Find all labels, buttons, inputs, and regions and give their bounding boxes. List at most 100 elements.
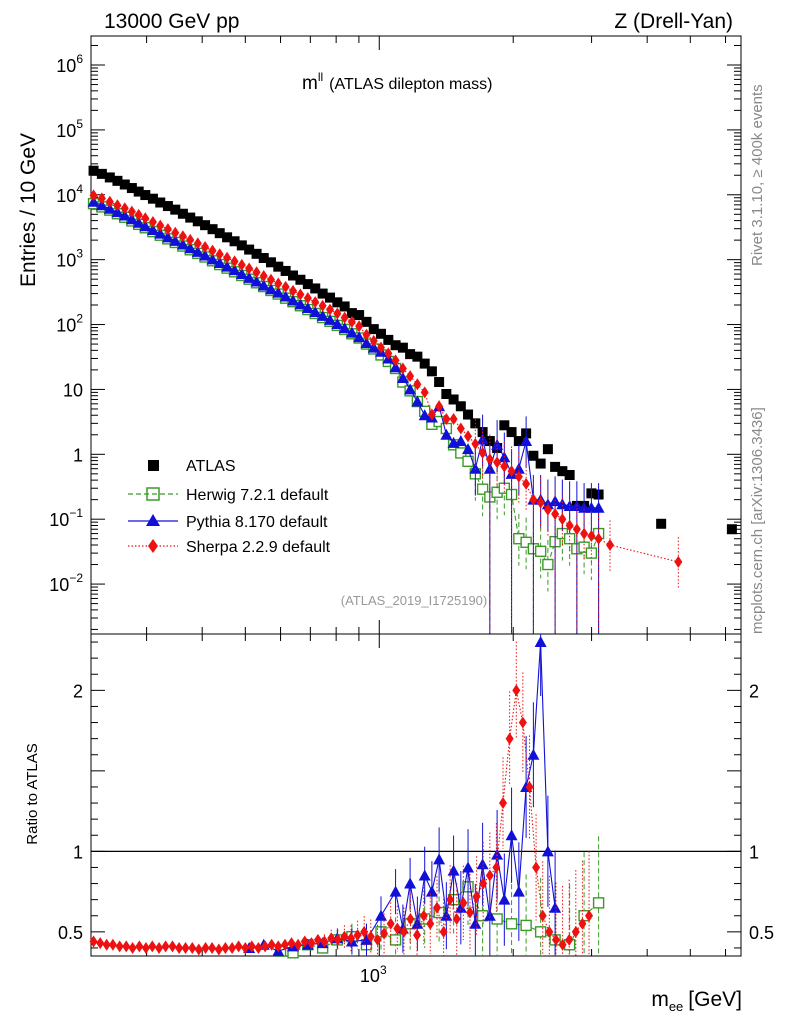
- marker-atlas: [119, 179, 130, 190]
- marker-atlas: [726, 524, 737, 535]
- marker-sherpa: [522, 477, 531, 490]
- marker-pythia: [462, 443, 475, 455]
- marker-pythia: [360, 336, 373, 348]
- marker-atlas: [155, 197, 166, 208]
- ratio-marker-sherpa: [102, 938, 111, 951]
- marker-sherpa: [413, 378, 422, 391]
- marker-sherpa: [171, 226, 180, 239]
- ratio-marker-pythia: [534, 636, 547, 648]
- y-tick-label: 1: [73, 445, 83, 465]
- ratio-marker-pythia: [418, 869, 431, 881]
- marker-pythia: [272, 286, 285, 298]
- ratio-marker-sherpa: [300, 935, 309, 948]
- marker-sherpa: [303, 292, 312, 305]
- marker-pythia: [103, 202, 116, 214]
- marker-sherpa: [333, 307, 342, 320]
- ratio-marker-sherpa: [360, 925, 369, 938]
- marker-atlas: [346, 308, 357, 319]
- marker-pythia: [125, 213, 138, 225]
- series-atlas: [88, 165, 737, 535]
- marker-pythia: [483, 462, 496, 474]
- marker-atlas: [564, 469, 575, 480]
- legend-label-sherpa: Sherpa 2.2.9 default: [186, 539, 331, 556]
- marker-pythia: [257, 279, 270, 291]
- marker-pythia: [454, 435, 467, 447]
- ratio-marker-sherpa: [148, 940, 157, 953]
- main-ylabel: Entries / 10 GeV: [17, 133, 40, 287]
- marker-atlas: [229, 236, 240, 247]
- ratio-marker-sherpa: [366, 930, 375, 943]
- ratio-marker-herwig: [520, 919, 532, 932]
- ratio-marker-sherpa: [512, 684, 521, 697]
- ratio-marker-pythia: [498, 893, 511, 905]
- marker-sherpa: [362, 328, 371, 341]
- marker-sherpa: [355, 320, 364, 333]
- ratio-y-tick-label: 1: [749, 842, 759, 862]
- marker-pythia: [250, 275, 263, 287]
- ratio-marker-sherpa: [518, 716, 527, 729]
- ratio-marker-sherpa: [135, 940, 144, 953]
- ratio-marker-sherpa: [551, 933, 560, 946]
- marker-sherpa: [274, 277, 283, 290]
- marker-atlas: [426, 366, 437, 377]
- marker-atlas: [222, 232, 233, 243]
- marker-atlas: [441, 389, 452, 400]
- marker-sherpa: [442, 413, 451, 426]
- marker-atlas: [405, 349, 416, 360]
- ratio-marker-sherpa: [426, 917, 435, 930]
- y-tick-label: 10−2: [49, 571, 83, 595]
- ratio-marker-pythia: [469, 917, 482, 929]
- marker-sherpa: [536, 496, 545, 509]
- marker-herwig: [563, 533, 576, 545]
- ratio-marker-pythia: [462, 861, 475, 873]
- marker-pythia: [353, 331, 366, 343]
- marker-sherpa: [252, 266, 261, 279]
- ratio-y-tick-label: 0.5: [58, 923, 83, 943]
- marker-herwig: [520, 536, 532, 549]
- legend-marker-sherpa: [148, 539, 158, 553]
- header-right: Z (Drell-Yan): [614, 10, 733, 33]
- ratio-marker-sherpa: [320, 935, 329, 948]
- ratio-marker-sherpa: [459, 896, 468, 909]
- y-tick-label: 104: [56, 182, 83, 206]
- marker-pythia: [396, 371, 409, 383]
- ratio-marker-sherpa: [313, 933, 322, 946]
- marker-atlas: [214, 228, 225, 239]
- marker-pythia: [287, 294, 300, 306]
- y-tick-label: 106: [56, 52, 83, 76]
- ratio-marker-sherpa: [194, 943, 203, 956]
- marker-sherpa: [587, 530, 596, 543]
- marker-atlas: [295, 274, 306, 285]
- marker-sherpa: [127, 205, 136, 218]
- marker-atlas: [310, 283, 321, 294]
- ratio-marker-sherpa: [307, 937, 316, 950]
- ratio-marker-sherpa: [538, 909, 547, 922]
- ratio-marker-sherpa: [254, 941, 263, 954]
- marker-sherpa: [558, 513, 567, 526]
- marker-herwig: [585, 547, 598, 559]
- ratio-marker-pythia: [483, 909, 496, 921]
- marker-pythia: [418, 409, 431, 421]
- marker-atlas: [325, 292, 336, 303]
- ratio-marker-sherpa: [373, 933, 382, 946]
- marker-pythia: [206, 253, 219, 265]
- marker-atlas: [251, 248, 262, 259]
- marker-sherpa: [369, 334, 378, 347]
- legend-item-pythia: Pythia 8.170 default: [128, 514, 328, 531]
- ratio-marker-sherpa: [505, 732, 514, 745]
- marker-sherpa: [347, 315, 356, 328]
- ratio-marker-sherpa: [558, 938, 567, 951]
- marker-herwig: [534, 545, 547, 557]
- ratio-marker-sherpa: [399, 925, 408, 938]
- marker-atlas: [506, 427, 517, 438]
- marker-atlas: [419, 358, 430, 369]
- legend-label-pythia: Pythia 8.170 default: [186, 514, 328, 531]
- marker-atlas: [258, 253, 269, 264]
- marker-pythia: [154, 227, 167, 239]
- ratio-marker-sherpa: [221, 941, 230, 954]
- ratio-marker-pythia: [447, 864, 460, 876]
- marker-atlas: [354, 310, 365, 321]
- marker-sherpa: [156, 219, 165, 232]
- marker-atlas: [535, 458, 546, 469]
